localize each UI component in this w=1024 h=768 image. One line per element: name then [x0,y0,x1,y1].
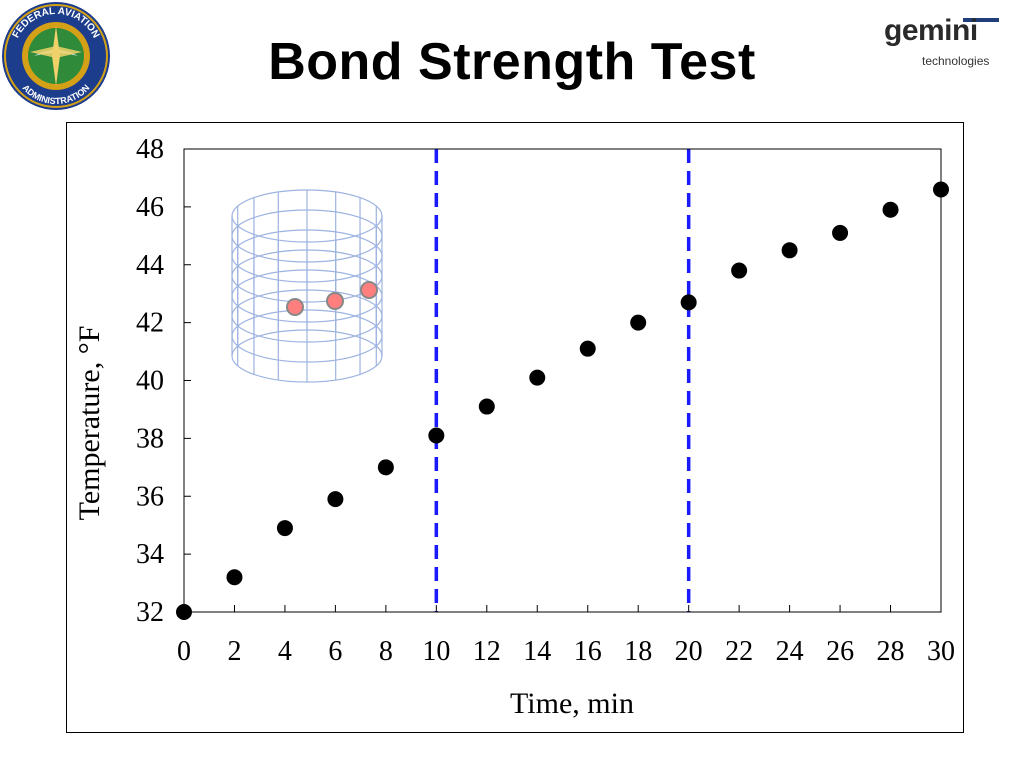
data-point [478,398,495,415]
x-tick-label: 24 [776,636,804,667]
x-tick-label: 0 [177,636,191,667]
data-point [832,224,849,241]
faa-seal-icon: FEDERAL AVIATION ADMINISTRATION [0,0,112,112]
data-point [933,181,949,198]
y-tick-label: 32 [136,597,164,628]
x-tick-label: 18 [624,636,652,667]
y-tick-label: 44 [136,250,164,281]
plot-area-border [183,148,942,613]
gemini-logo-word: gemini [884,14,978,47]
x-tick-label: 20 [675,636,703,667]
x-tick-label: 6 [328,636,342,667]
data-point [428,427,445,444]
x-tick-label: 10 [422,636,450,667]
x-axis-label: Time, min [510,687,634,720]
y-tick-label: 34 [136,539,164,570]
data-point [529,369,546,386]
y-axis-label: Temperature, °F [73,326,106,521]
sensor-marker [286,298,304,316]
x-tick-label: 12 [473,636,501,667]
x-tick-label: 8 [379,636,393,667]
y-tick-label: 46 [136,192,164,223]
sensor-marker [326,292,344,310]
gemini-logo-bar [963,18,999,22]
gemini-logo-tagline: technologies [922,54,990,68]
data-point [731,262,748,279]
x-tick-label: 14 [523,636,551,667]
cylinder-mesh-icon [231,189,383,383]
x-tick-label: 28 [877,636,905,667]
chart-frame: 32 34 36 38 40 42 44 46 48 0 2 4 6 8 10 12 14 16 18 20 22 24 2… [66,122,964,733]
x-tick-label: 22 [725,636,753,667]
data-point [377,459,394,476]
y-tick-label: 40 [136,366,164,397]
x-tick-label: 26 [826,636,854,667]
y-tick-label: 36 [136,481,164,512]
data-point [226,569,243,586]
data-point [882,201,899,218]
data-point [781,242,798,259]
x-tick-label: 16 [574,636,602,667]
data-point [327,491,344,508]
y-tick-label: 38 [136,423,164,454]
x-tick-label: 30 [927,636,955,667]
y-tick-label: 48 [136,134,164,165]
data-point [276,520,293,537]
y-tick-label: 42 [136,308,164,339]
sensor-marker [360,281,378,299]
data-point [680,294,697,311]
x-tick-label: 2 [227,636,241,667]
x-tick-label: 4 [278,636,292,667]
data-point [176,604,192,620]
data-point [579,340,596,357]
data-point [630,314,647,331]
gemini-logo-icon: gemini technologies [884,14,1014,74]
slide-title: Bond Strength Test [268,33,756,91]
